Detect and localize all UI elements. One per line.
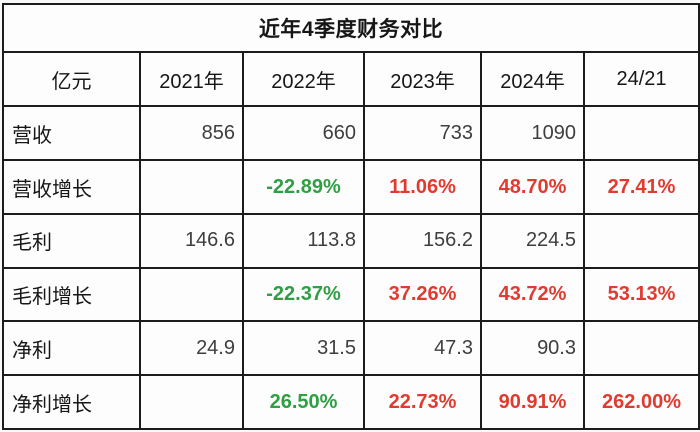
value-cell: 31.5 [242, 320, 365, 377]
empty-cell [139, 159, 244, 215]
row-label-cell: 净利增长 [2, 374, 141, 430]
header-cell-2: 2022年 [242, 50, 365, 108]
table-row: 净利 24.9 31.5 47.3 90.3 [2, 320, 700, 377]
growth-cell: 27.41% [583, 159, 700, 215]
title-row: 近年4季度财务对比 [2, 3, 700, 53]
table-row: 营收 856 660 733 1090 [2, 105, 700, 162]
header-cell-5: 24/21 [583, 50, 700, 108]
growth-cell: 11.06% [363, 159, 482, 215]
table-row: 毛利增长 -22.37% 37.26% 43.72% 53.13% [2, 266, 700, 323]
header-cell-4: 2024年 [480, 50, 585, 108]
header-cell-1: 2021年 [139, 50, 244, 108]
growth-cell: 262.00% [583, 374, 700, 430]
row-label-cell: 营收 [2, 105, 141, 162]
row-label-cell: 毛利增长 [2, 266, 141, 323]
header-cell-0: 亿元 [2, 50, 141, 108]
financial-comparison-table: 近年4季度财务对比 亿元 2021年 2022年 2023年 2024年 24/21 营收… [2, 3, 700, 430]
value-cell: 156.2 [363, 212, 482, 269]
value-cell: 660 [242, 105, 365, 162]
quarterly-finance-table: 近年4季度财务对比 亿元 2021年 2022年 2023年 2024年 24/21 营收… [2, 3, 700, 430]
value-cell: 733 [363, 105, 482, 162]
growth-cell: 22.73% [363, 374, 482, 430]
header-cell-3: 2023年 [363, 50, 482, 108]
growth-cell: 37.26% [363, 266, 482, 323]
growth-cell: 90.91% [480, 374, 585, 430]
value-cell: 856 [139, 105, 244, 162]
value-cell: 47.3 [363, 320, 482, 377]
table-row: 营收增长 -22.89% 11.06% 48.70% 27.41% [2, 159, 700, 215]
value-cell: 1090 [480, 105, 585, 162]
value-cell: 224.5 [480, 212, 585, 269]
growth-cell: 43.72% [480, 266, 585, 323]
empty-cell [583, 105, 700, 162]
row-label-cell: 毛利 [2, 212, 141, 269]
value-cell: 24.9 [139, 320, 244, 377]
growth-cell: -22.37% [242, 266, 365, 323]
empty-cell [583, 212, 700, 269]
row-label-cell: 净利 [2, 320, 141, 377]
value-cell: 90.3 [480, 320, 585, 377]
table-title: 近年4季度财务对比 [2, 3, 700, 53]
empty-cell [139, 266, 244, 323]
value-cell: 113.8 [242, 212, 365, 269]
value-cell: 146.6 [139, 212, 244, 269]
growth-cell: 48.70% [480, 159, 585, 215]
header-row: 亿元 2021年 2022年 2023年 2024年 24/21 [2, 50, 700, 108]
empty-cell [139, 374, 244, 430]
table-row: 毛利 146.6 113.8 156.2 224.5 [2, 212, 700, 269]
growth-cell: -22.89% [242, 159, 365, 215]
empty-cell [583, 320, 700, 377]
table-row: 净利增长 26.50% 22.73% 90.91% 262.00% [2, 374, 700, 430]
row-label-cell: 营收增长 [2, 159, 141, 215]
growth-cell: 53.13% [583, 266, 700, 323]
growth-cell: 26.50% [242, 374, 365, 430]
